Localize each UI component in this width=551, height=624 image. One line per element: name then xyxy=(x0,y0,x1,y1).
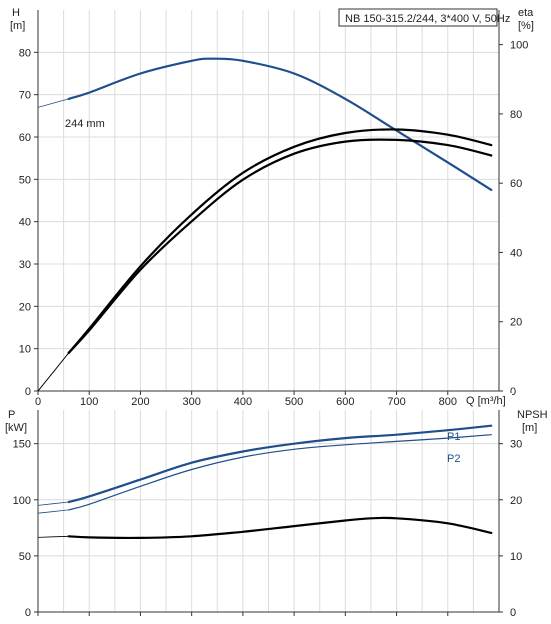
x-axis-label-bg xyxy=(464,393,512,406)
curve-label-244mm: 244 mm xyxy=(65,118,105,130)
top-curve-series-1 xyxy=(67,128,493,354)
top-x-tick-label: 0 xyxy=(35,396,41,408)
bottom-right-tick-label: 20 xyxy=(510,495,522,507)
head-efficiency-chart: 0 100 200 300 400 500 600 700 800010203040506070… xyxy=(10,7,534,408)
bottom-series xyxy=(37,424,493,540)
top-curve-series-2-extension xyxy=(37,352,70,392)
top-axes xyxy=(34,10,503,395)
right-axis-unit-m: [m] xyxy=(522,422,537,434)
top-left-tick-label: 20 xyxy=(19,301,31,313)
bottom-curve-p2 xyxy=(68,434,492,511)
top-x-tick-label: 800 xyxy=(439,396,457,408)
top-x-tick-label: 300 xyxy=(182,396,200,408)
top-right-tick-label: 0 xyxy=(510,386,516,398)
top-grid xyxy=(38,10,499,391)
bottom-curve-series-2 xyxy=(67,516,493,540)
bottom-right-tick-label: 10 xyxy=(510,551,522,563)
top-x-tick-label: 700 xyxy=(387,396,405,408)
chart-title-box xyxy=(338,8,498,27)
top-left-tick-label: 10 xyxy=(19,344,31,356)
top-left-tick-label: 50 xyxy=(19,174,31,186)
top-curve-244-mm-extension xyxy=(37,98,69,108)
left-axis-label-p: P xyxy=(8,409,15,421)
right-axis-label-eta: eta xyxy=(518,7,534,19)
bottom-left-tick-label: 50 xyxy=(19,551,31,563)
bottom-left-tick-label: 150 xyxy=(13,439,31,451)
top-left-tick-label: 80 xyxy=(19,47,31,59)
left-axis-label-h: H xyxy=(12,7,20,19)
top-curve-244-mm xyxy=(67,57,493,191)
bottom-tick-labels: 0 50 100 150 0 10 20 30 xyxy=(13,439,523,619)
top-x-tick-label: 200 xyxy=(131,396,149,408)
bottom-curve-p2-extension xyxy=(37,509,69,514)
right-axis-label-npsh: NPSH xyxy=(517,409,548,421)
top-left-tick-label: 40 xyxy=(19,217,31,229)
curve-label-p1: P1 xyxy=(447,431,460,443)
top-x-tick-label: 500 xyxy=(285,396,303,408)
right-axis-unit-percent: [%] xyxy=(518,20,534,32)
top-series xyxy=(37,57,493,392)
top-right-tick-label: 80 xyxy=(510,109,522,121)
bottom-right-tick-label: 30 xyxy=(510,439,522,451)
top-right-tick-label: 60 xyxy=(510,178,522,190)
bottom-right-tick-label: 0 xyxy=(510,607,516,619)
bottom-curve-p1 xyxy=(67,424,493,504)
chart-title: NB 150-315.2/244, 3*400 V, 50Hz xyxy=(345,13,510,25)
top-tick-labels: 0 100 200 300 400 500 600 700 800010203040506070… xyxy=(19,40,529,408)
bottom-axes xyxy=(34,410,503,616)
top-x-tick-label: 600 xyxy=(336,396,354,408)
bottom-left-tick-label: 100 xyxy=(13,495,31,507)
top-curve-series-2 xyxy=(67,138,493,354)
x-axis-label: Q [m³/h] xyxy=(466,395,506,407)
top-right-tick-label: 20 xyxy=(510,317,522,329)
top-x-tick-label: 400 xyxy=(234,396,252,408)
top-x-tick-label: 100 xyxy=(80,396,98,408)
top-left-tick-label: 0 xyxy=(25,386,31,398)
top-right-tick-label: 40 xyxy=(510,247,522,259)
curve-label-p2: P2 xyxy=(447,453,460,465)
bottom-grid xyxy=(38,410,499,612)
top-left-tick-label: 30 xyxy=(19,259,31,271)
top-left-tick-label: 70 xyxy=(19,90,31,102)
bottom-curve-p1-extension xyxy=(37,501,69,506)
top-left-tick-label: 60 xyxy=(19,132,31,144)
bottom-left-tick-label: 0 xyxy=(25,607,31,619)
left-axis-unit-kw: [kW] xyxy=(5,422,27,434)
bottom-curve-series-2-extension xyxy=(37,535,69,538)
power-npsh-chart: 0 50 100 150 0 10 20 30 P [kW] NPSH [m] P1 P2 xyxy=(5,409,548,619)
left-axis-unit-m: [m] xyxy=(10,20,25,32)
top-right-tick-label: 100 xyxy=(510,40,528,52)
